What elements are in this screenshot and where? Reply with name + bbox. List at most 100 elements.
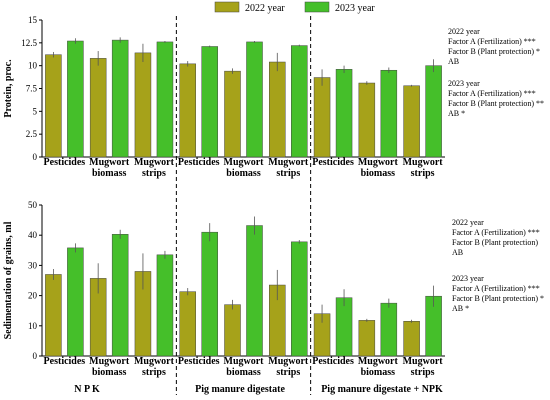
stat-annotation: Factor B (Plant protection) * [452, 294, 544, 303]
category-label: strips [142, 367, 166, 378]
bar [67, 247, 84, 357]
category-label: Mugwort [358, 157, 399, 168]
bar [179, 63, 196, 158]
category-label: Pesticides [312, 157, 354, 168]
category-label: Mugwort [268, 157, 309, 168]
group-label: N P K [74, 384, 100, 395]
bar [380, 302, 398, 357]
bar [335, 297, 353, 357]
category-label: Pesticides [44, 356, 86, 367]
category-label: Mugwort [224, 356, 265, 367]
stat-annotation: AB * [448, 109, 465, 118]
category-label: Mugwort [358, 356, 399, 367]
bar [269, 61, 286, 158]
legend-label: 2023 year [335, 3, 375, 14]
category-label: biomass [361, 367, 396, 378]
stat-annotation: 2022 year [452, 218, 484, 227]
category-label: Mugwort [403, 356, 444, 367]
stat-annotation: Factor A (Fertilization) *** [452, 228, 540, 237]
bar [224, 70, 241, 158]
bar [358, 82, 376, 158]
stat-annotation: 2023 year [448, 79, 480, 88]
stat-annotation: Factor B (Plant protection) [452, 238, 538, 247]
bar [45, 54, 62, 158]
category-label: strips [142, 168, 166, 179]
bar [313, 77, 331, 158]
y-tick-label: 15 [28, 15, 38, 25]
y-tick-label: 10 [28, 321, 38, 331]
category-label: Pesticides [44, 157, 86, 168]
bar [89, 58, 107, 158]
bar [134, 52, 152, 158]
bar [246, 225, 263, 357]
bar [201, 46, 218, 158]
legend-label: 2022 year [245, 3, 285, 14]
category-label: biomass [226, 367, 261, 378]
y-tick-label: 7.5 [26, 84, 38, 94]
y-axis-label: Sedimentation of grains, ml [3, 221, 14, 339]
bar [111, 234, 129, 357]
y-tick-label: 10 [28, 61, 38, 71]
y-tick-label: 2.5 [26, 129, 38, 139]
category-label: biomass [92, 168, 127, 179]
y-axis-label: Protein, proc. [3, 59, 14, 118]
group-label: Pig manure digestate [195, 384, 285, 395]
stat-annotation: 2023 year [452, 274, 484, 283]
bar [425, 65, 442, 158]
bar [335, 69, 353, 158]
y-tick-label: 40 [28, 230, 38, 240]
category-label: Mugwort [403, 157, 444, 168]
y-tick-label: 30 [28, 260, 38, 270]
category-label: Mugwort [134, 157, 175, 168]
y-tick-label: 5 [33, 106, 38, 116]
bar [291, 241, 308, 357]
y-tick-label: 12.5 [21, 38, 37, 48]
category-label: strips [411, 168, 435, 179]
stat-annotation: AB [452, 248, 463, 257]
legend: 2022 year 2023 year [214, 1, 375, 14]
legend-swatch [304, 1, 330, 13]
y-tick-label: 0 [33, 152, 38, 162]
category-label: biomass [226, 168, 261, 179]
stat-annotation: 2022 year [448, 27, 480, 36]
bar [156, 41, 174, 158]
category-label: Pesticides [178, 157, 220, 168]
bar [179, 291, 196, 357]
category-label: Mugwort [89, 157, 130, 168]
y-tick-label: 20 [28, 291, 38, 301]
category-label: Pesticides [312, 356, 354, 367]
category-label: strips [276, 367, 300, 378]
bar [291, 45, 308, 158]
category-label: biomass [361, 168, 396, 179]
group-label: Pig manure digestate + NPK [321, 384, 443, 395]
category-label: biomass [92, 367, 127, 378]
stat-annotation: Factor B (Plant protection) ** [448, 99, 544, 108]
bar [380, 69, 398, 158]
bar [111, 39, 129, 158]
bar [224, 304, 241, 357]
category-label: Mugwort [224, 157, 265, 168]
category-label: strips [411, 367, 435, 378]
stat-annotation: Factor A (Fertilization) *** [448, 37, 536, 46]
category-label: Mugwort [134, 356, 175, 367]
y-tick-label: 50 [28, 200, 38, 210]
bar [45, 274, 62, 357]
bar [246, 41, 263, 158]
bar [358, 320, 376, 357]
legend-swatch [214, 1, 240, 13]
bar [156, 254, 174, 357]
stat-annotation: AB * [452, 304, 469, 313]
bar [403, 85, 420, 158]
stat-annotation: Factor A (Fertilization) *** [452, 284, 540, 293]
category-label: Mugwort [89, 356, 130, 367]
y-tick-label: 0 [33, 351, 38, 361]
category-label: Pesticides [178, 356, 220, 367]
stat-annotation: Factor A (Fertilization) *** [448, 89, 536, 98]
category-label: Mugwort [268, 356, 309, 367]
bar [201, 231, 218, 357]
stat-annotation: AB [448, 57, 459, 66]
bar [67, 40, 84, 158]
stat-annotation: Factor B (Plant protection) * [448, 47, 540, 56]
